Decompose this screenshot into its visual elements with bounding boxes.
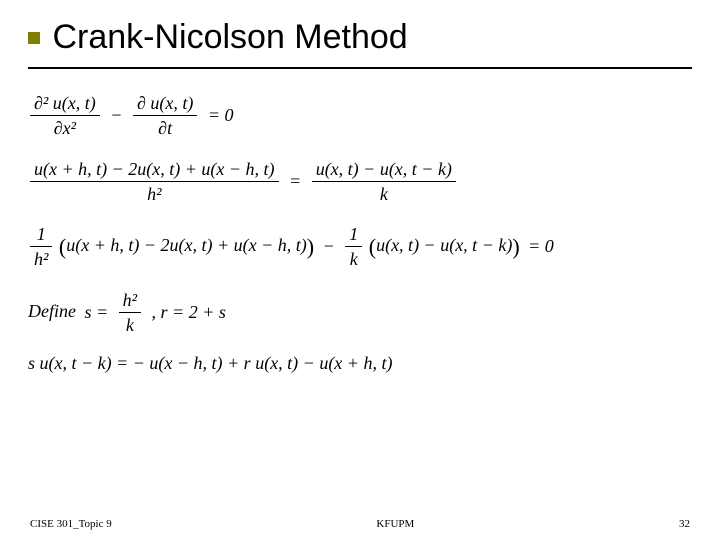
footer: CISE 301_Topic 9 KFUPM 32 xyxy=(0,518,720,530)
minus-op: − xyxy=(110,105,122,126)
eq4-after: , r = 2 + s xyxy=(152,302,226,323)
eq4-s: s = xyxy=(84,302,108,323)
footer-left: CISE 301_Topic 9 xyxy=(30,518,112,530)
eq2-num-right: u(x, t) − u(x, t − k) xyxy=(312,157,456,182)
eq1-rhs: = 0 xyxy=(208,105,234,126)
eq2-num-left: u(x + h, t) − 2u(x, t) + u(x − h, t) xyxy=(30,157,279,182)
eq1-num-left: ∂² u(x, t) xyxy=(30,91,100,116)
rparen-icon: ) xyxy=(307,234,314,260)
eq2-den-right: k xyxy=(312,182,456,206)
minus-op: − xyxy=(323,236,335,257)
equation-1: ∂² u(x, t) ∂x² − ∂ u(x, t) ∂t = 0 xyxy=(28,91,692,141)
eq2-den-left: h² xyxy=(30,182,279,206)
eq4-frac-den: k xyxy=(119,313,141,337)
eq3-frac1-num: 1 xyxy=(30,222,52,247)
equation-4: Define s = h² k , r = 2 + s xyxy=(28,288,692,338)
lparen-icon: ( xyxy=(369,234,376,260)
eq3-frac2-num: 1 xyxy=(345,222,362,247)
equation-3: 1 h² ( u(x + h, t) − 2u(x, t) + u(x − h, … xyxy=(28,222,692,272)
equals-op: = xyxy=(289,171,301,192)
define-label: Define xyxy=(28,301,76,321)
eq3-frac1-den: h² xyxy=(30,247,52,271)
rparen-icon: ) xyxy=(512,234,519,260)
eq3-paren2: u(x, t) − u(x, t − k) xyxy=(376,235,512,255)
eq4-frac-num: h² xyxy=(119,288,141,313)
footer-right: 32 xyxy=(679,518,690,530)
eq1-den-right: ∂t xyxy=(133,116,197,140)
title-bar: Crank-Nicolson Method xyxy=(0,0,720,63)
title-bullet xyxy=(28,32,40,44)
equation-5: s u(x, t − k) = − u(x − h, t) + r u(x, t… xyxy=(28,353,692,374)
page-title: Crank-Nicolson Method xyxy=(52,18,407,56)
eq3-paren1: u(x + h, t) − 2u(x, t) + u(x − h, t) xyxy=(66,235,307,255)
equation-2: u(x + h, t) − 2u(x, t) + u(x − h, t) h² … xyxy=(28,157,692,207)
eq3-rhs: = 0 xyxy=(528,236,554,257)
eq1-num-right: ∂ u(x, t) xyxy=(133,91,197,116)
equations-content: ∂² u(x, t) ∂x² − ∂ u(x, t) ∂t = 0 u(x + … xyxy=(0,69,720,374)
eq1-den-left: ∂x² xyxy=(30,116,100,140)
footer-center: KFUPM xyxy=(376,518,414,530)
eq3-frac2-den: k xyxy=(345,247,362,271)
